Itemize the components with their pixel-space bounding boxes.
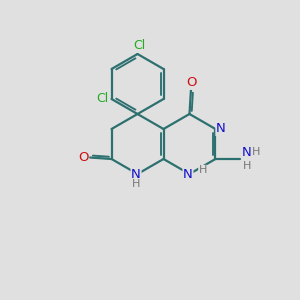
Text: O: O [186,76,197,89]
Text: N: N [216,122,226,136]
Text: H: H [251,147,260,158]
Text: H: H [132,178,140,189]
Text: O: O [78,151,88,164]
Text: N: N [183,167,193,181]
Text: Cl: Cl [96,92,109,106]
Text: Cl: Cl [133,39,145,52]
Text: N: N [131,167,141,181]
Text: H: H [242,160,251,171]
Text: H: H [199,165,207,176]
Text: N: N [242,146,251,159]
